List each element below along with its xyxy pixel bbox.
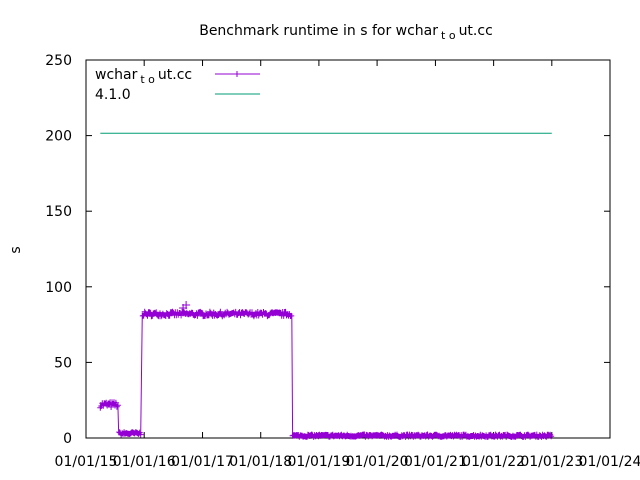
x-tick-label: 01/01/15 (55, 454, 118, 470)
y-tick-label: 100 (45, 280, 72, 296)
legend-label-1: 4.1.0 (95, 87, 131, 103)
series-layer (97, 132, 555, 440)
x-tick-label: 01/01/16 (113, 454, 176, 470)
legend-marker-0 (234, 71, 240, 77)
y-axis-label: s (8, 246, 24, 253)
chart-title: Benchmark runtime in s for wchar t o ut.cc (199, 23, 493, 42)
x-tick-label: 01/01/22 (462, 454, 525, 470)
x-tick-label: 01/01/24 (579, 454, 640, 470)
axis-ticks: 05010015020025001/01/1501/01/1601/01/170… (45, 53, 640, 470)
x-tick-label: 01/01/19 (287, 454, 350, 470)
y-tick-label: 250 (45, 53, 72, 69)
x-tick-label: 01/01/17 (171, 454, 234, 470)
legend-label-sub: t o (140, 73, 155, 86)
legend-label-tail: ut.cc (158, 67, 192, 83)
x-tick-label: 01/01/23 (520, 454, 583, 470)
chart-title-main: Benchmark runtime in s for wchar (199, 23, 438, 39)
chart-title-sub: t o (441, 29, 456, 42)
y-tick-label: 0 (63, 431, 72, 447)
series-markers (97, 300, 555, 440)
y-tick-label: 150 (45, 204, 72, 220)
x-tick-label: 01/01/20 (346, 454, 409, 470)
legend-label-main: 4.1.0 (95, 87, 131, 103)
x-tick-label: 01/01/21 (404, 454, 467, 470)
y-tick-label: 50 (54, 355, 72, 371)
legend-label-main: wchar (95, 67, 138, 83)
legend: wchar t o ut.cc4.1.0 (95, 67, 260, 103)
plot-frame (85, 59, 611, 439)
series-line (99, 310, 553, 439)
series-0 (97, 300, 555, 440)
outlier-marker (179, 303, 188, 312)
y-tick-label: 200 (45, 129, 72, 145)
legend-label-0: wchar t o ut.cc (95, 67, 192, 86)
series-marker-path (97, 308, 555, 440)
chart-title-tail: ut.cc (459, 23, 493, 39)
x-tick-label: 01/01/18 (229, 454, 292, 470)
